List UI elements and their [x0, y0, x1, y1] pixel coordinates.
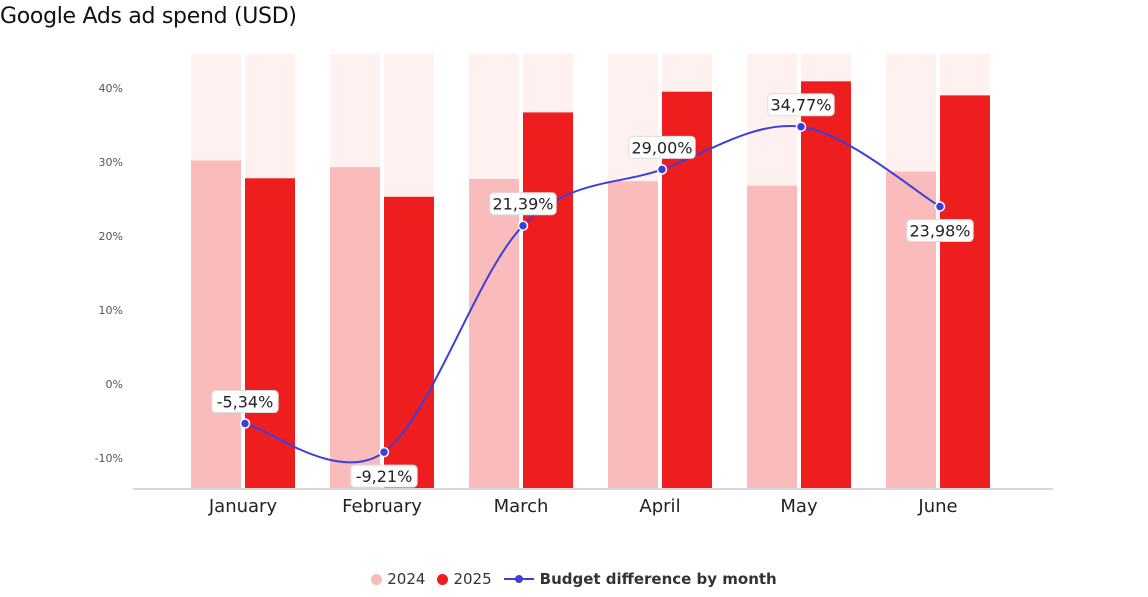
- x-tick-label: January: [208, 496, 278, 517]
- x-tick-label: June: [917, 496, 957, 517]
- bar-2025: [245, 178, 295, 488]
- legend-label-2024: 2024: [387, 570, 426, 588]
- data-label-box: [906, 219, 974, 243]
- bar-2025: [384, 196, 434, 488]
- chart-title: Google Ads ad spend (USD): [0, 4, 297, 29]
- chart-plot: January February March April May June -10% 0% 10…: [95, 54, 1053, 517]
- x-tick-label: May: [780, 496, 818, 517]
- data-label-box: [211, 390, 279, 414]
- legend-swatch-2025: [437, 573, 449, 585]
- y-tick-label: 30%: [99, 156, 123, 169]
- data-label-box: [767, 93, 835, 117]
- data-label: 34,77%: [770, 96, 831, 115]
- data-label-box: [350, 464, 418, 488]
- line-point: [239, 418, 251, 429]
- data-label: 29,00%: [631, 138, 692, 157]
- y-tick-label: -10%: [95, 452, 123, 465]
- bar-2024: [608, 181, 658, 489]
- y-tick-label: 10%: [99, 304, 123, 317]
- data-label: 21,39%: [492, 195, 553, 214]
- line-point: [795, 121, 807, 132]
- line-point: [517, 220, 529, 231]
- data-label-box: [628, 135, 696, 159]
- data-label: 23,98%: [909, 222, 970, 241]
- legend-swatch-2024: [371, 573, 383, 585]
- legend-item-2025[interactable]: 2025: [437, 570, 492, 588]
- line-point: [378, 446, 390, 458]
- legend-item-budget-difference[interactable]: Budget difference by month: [503, 570, 777, 588]
- line-point: [934, 201, 946, 212]
- line-point: [656, 164, 668, 175]
- x-tick-label: February: [342, 496, 422, 517]
- data-label: -9,21%: [356, 467, 413, 486]
- chart-legend: 2024 2025 Budget difference by month: [0, 570, 1148, 588]
- x-tick-label: April: [639, 496, 680, 517]
- data-label: -5,34%: [217, 393, 274, 412]
- legend-label-budget-difference: Budget difference by month: [539, 570, 777, 588]
- bar-2024: [747, 185, 797, 488]
- bar-2025: [801, 81, 851, 488]
- y-tick-label: 0%: [106, 378, 123, 391]
- bar-2025: [940, 95, 990, 489]
- bar-2024: [330, 167, 380, 488]
- legend-item-2024[interactable]: 2024: [371, 570, 425, 588]
- bar-2024: [191, 160, 241, 488]
- bar-2024: [469, 179, 519, 488]
- data-label-box: [489, 192, 557, 216]
- line-budget-difference: [244, 124, 941, 464]
- legend-label-2025: 2025: [453, 570, 492, 588]
- y-tick-label: 40%: [99, 82, 123, 95]
- legend-swatch-line: [503, 573, 534, 585]
- x-tick-label: March: [494, 496, 549, 517]
- y-tick-label: 20%: [99, 230, 123, 243]
- bar-2025: [523, 112, 573, 489]
